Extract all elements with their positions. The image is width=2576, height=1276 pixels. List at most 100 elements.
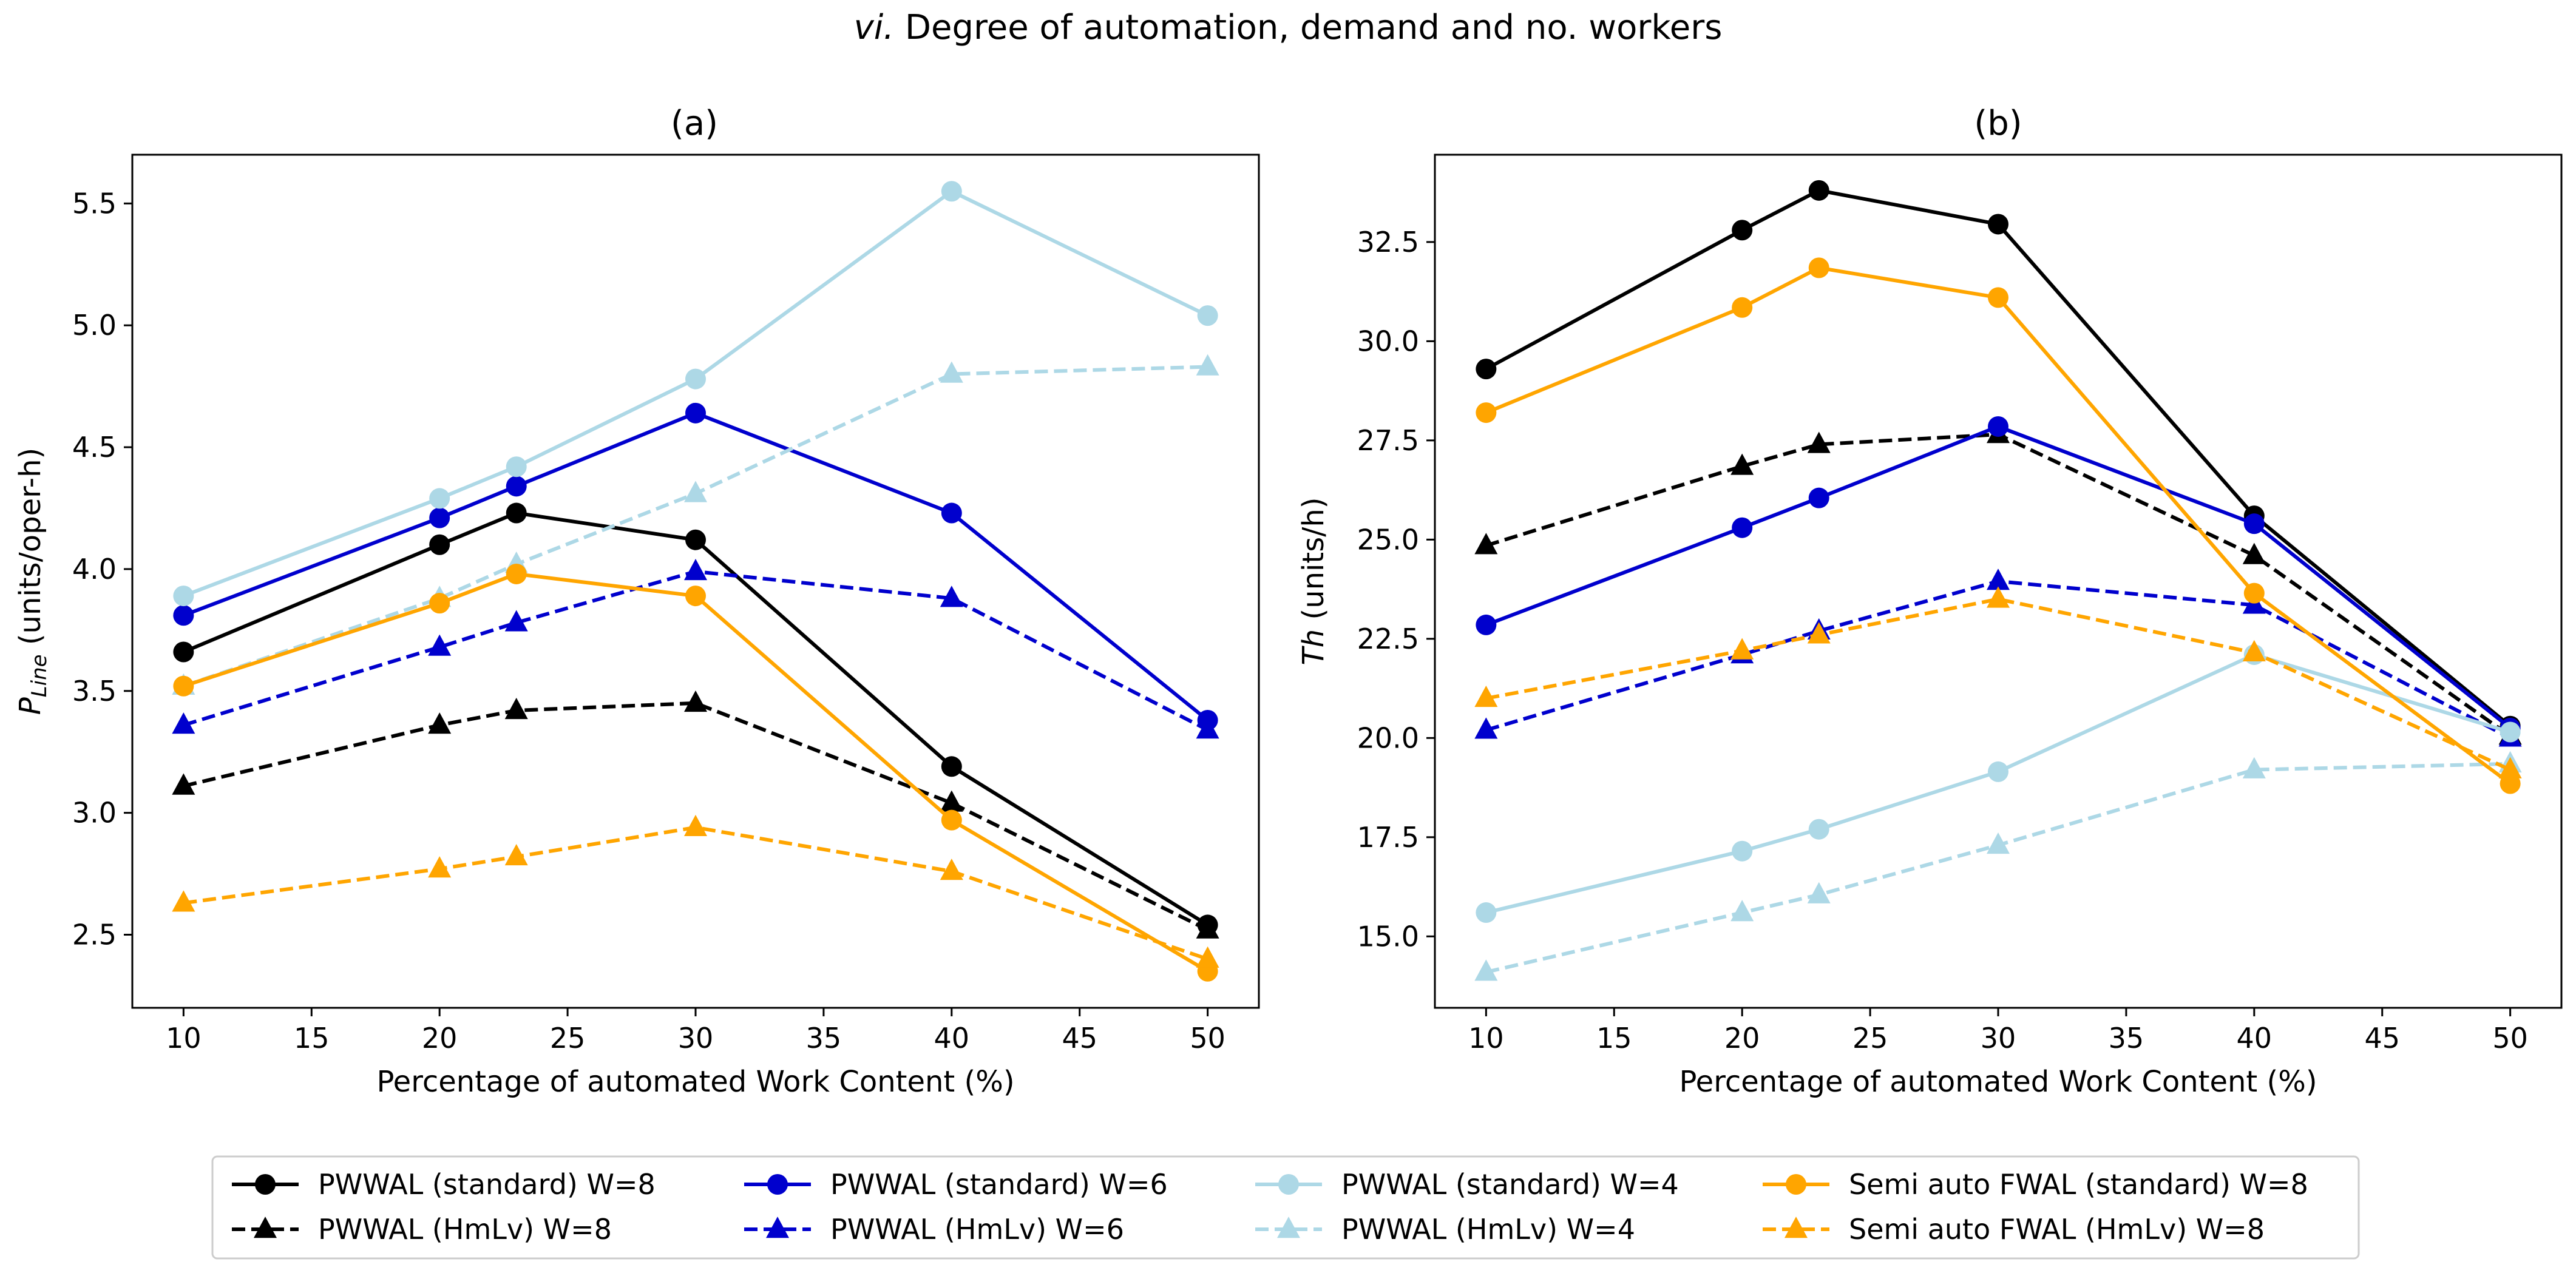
panel-a-y-axis-label-units: (units/oper-h) <box>13 448 47 655</box>
panel-b-data-point-pwwal-standard-w-4 <box>1476 902 1497 923</box>
panel-b-series-line-pwwal-hmlv-w-6 <box>1485 579 2512 740</box>
panel-b-x-tick-label: 30 <box>1981 1022 2016 1055</box>
panel-a-data-point-semi-auto-fwal-hmlv-w-8 <box>172 890 195 912</box>
panel-b-x-tick-label: 15 <box>1596 1022 1632 1055</box>
panel-b-data-point-semi-auto-fwal-hmlv-w-8 <box>1807 622 1831 644</box>
panel-b-data-point-semi-auto-fwal-standard-w-8 <box>1988 287 2008 308</box>
panel-b-data-point-pwwal-standard-w-6 <box>2243 513 2265 535</box>
panel-a-series-pwwal-standard-w-4 <box>173 181 1218 607</box>
panel-a-data-point-pwwal-standard-w-8 <box>429 534 450 555</box>
panel-a-series-line-pwwal-hmlv-w-4 <box>183 365 1208 688</box>
panel-a-data-point-semi-auto-fwal-hmlv-w-8 <box>940 859 963 880</box>
panel-b-series-line-pwwal-hmlv-w-8 <box>1485 433 2512 738</box>
panel-b-data-point-pwwal-standard-w-4 <box>2500 721 2521 743</box>
legend-marker-pwwal-standard-w-6 <box>767 1174 788 1195</box>
figure-title-prefix: vi. <box>854 8 895 47</box>
panel-a-data-point-pwwal-hmlv-w-8 <box>172 773 195 795</box>
panel-b-data-point-pwwal-hmlv-w-4 <box>1474 959 1498 981</box>
panel-b-data-point-semi-auto-fwal-hmlv-w-8 <box>2498 757 2522 778</box>
panel-a-series-semi-auto-fwal-standard-w-8 <box>173 563 1218 982</box>
legend-item-pwwal-standard-w-4: PWWAL (standard) W=4 <box>1255 1168 1679 1201</box>
panel-a-series-pwwal-hmlv-w-6 <box>172 559 1219 739</box>
panel-b-data-point-semi-auto-fwal-hmlv-w-8 <box>2242 640 2266 661</box>
panel-a: (a) 10 15 20 25 30 35 40 45 50 2.5 3.0 3.5 4.0 4.5 5.0… <box>13 104 1260 1099</box>
panel-a-data-point-pwwal-standard-w-8 <box>685 529 706 550</box>
legend-label-pwwal-hmlv-w-4: PWWAL (HmLv) W=4 <box>1341 1213 1635 1246</box>
legend-item-pwwal-hmlv-w-4: PWWAL (HmLv) W=4 <box>1255 1213 1635 1246</box>
panel-a-data-point-semi-auto-fwal-standard-w-8 <box>506 563 527 584</box>
panel-b-y-tick-label: 30.0 <box>1357 325 1419 357</box>
panel-b-series-line-semi-auto-fwal-standard-w-8 <box>1485 266 2512 785</box>
panel-b-y-tick-label: 15.0 <box>1357 920 1419 953</box>
panel-b-data-point-pwwal-hmlv-w-6 <box>1474 717 1498 739</box>
panel-b-data-point-pwwal-hmlv-w-4 <box>1807 882 1831 903</box>
panel-b-data-point-pwwal-standard-w-8 <box>1808 180 1829 201</box>
panel-b-data-point-semi-auto-fwal-hmlv-w-8 <box>1987 586 2010 608</box>
panel-a-y-tick-label: 2.5 <box>72 918 117 951</box>
panel-b: (b) 10 15 20 25 30 35 40 45 50 15.0 17.5 20.0 22.5 25… <box>1296 104 2563 1099</box>
panel-a-data-point-pwwal-hmlv-w-8 <box>1196 917 1219 939</box>
panel-a-data-point-pwwal-hmlv-w-4 <box>940 361 963 383</box>
panel-b-series-line-semi-auto-fwal-hmlv-w-8 <box>1485 597 2511 772</box>
panel-b-series-line-pwwal-hmlv-w-4 <box>1485 761 2510 974</box>
panel-a-data-point-pwwal-standard-w-6 <box>173 605 194 626</box>
panel-b-x-tick-label: 10 <box>1468 1022 1504 1055</box>
panel-b-series-line-pwwal-standard-w-4 <box>1485 652 2511 914</box>
panel-b-series-line-pwwal-standard-w-8 <box>1485 188 2512 728</box>
legend-label-pwwal-standard-w-6: PWWAL (standard) W=6 <box>830 1168 1168 1201</box>
panel-a-data-point-pwwal-hmlv-w-6 <box>684 559 707 581</box>
panel-b-x-tick-label: 35 <box>2109 1022 2144 1055</box>
panel-a-x-tick-label: 30 <box>678 1022 714 1055</box>
panel-a-series-line-pwwal-standard-w-8 <box>183 511 1209 927</box>
legend-item-pwwal-standard-w-8: PWWAL (standard) W=8 <box>232 1168 656 1201</box>
panel-a-data-point-semi-auto-fwal-standard-w-8 <box>685 586 706 607</box>
panel-b-y-axis-label-units: (units/h) <box>1296 497 1330 629</box>
panel-b-data-point-pwwal-standard-w-8 <box>1988 214 2008 235</box>
legend-label-pwwal-standard-w-8: PWWAL (standard) W=8 <box>318 1168 656 1201</box>
legend-label-pwwal-hmlv-w-6: PWWAL (HmLv) W=6 <box>830 1213 1124 1246</box>
panel-a-data-point-pwwal-standard-w-8 <box>941 756 962 777</box>
panel-b-data-point-pwwal-standard-w-6 <box>1476 614 1497 635</box>
panel-a-x-tick-label: 35 <box>806 1022 842 1055</box>
panel-a-y-axis-label-sub: Line <box>27 654 52 697</box>
panel-b-x-tick-label: 20 <box>1724 1022 1760 1055</box>
panel-a-x-tick-label: 15 <box>294 1022 330 1055</box>
legend-label-pwwal-hmlv-w-8: PWWAL (HmLv) W=8 <box>318 1213 612 1246</box>
legend-marker-pwwal-standard-w-8 <box>255 1174 276 1195</box>
panel-b-y-tick-label: 20.0 <box>1357 721 1419 754</box>
legend-label-semi-auto-fwal-hmlv-w-8: Semi auto FWAL (HmLv) W=8 <box>1849 1213 2265 1246</box>
panel-a-x-tick-label: 50 <box>1190 1022 1225 1055</box>
panel-a-series-line-pwwal-hmlv-w-8 <box>183 701 1208 932</box>
panel-a-data-point-semi-auto-fwal-hmlv-w-8 <box>1196 946 1219 968</box>
panel-a-data-point-pwwal-hmlv-w-4 <box>684 481 707 502</box>
panel-b-y-tick-label: 32.5 <box>1357 226 1419 258</box>
panel-a-series-line-pwwal-standard-w-4 <box>183 189 1208 598</box>
legend-item-pwwal-hmlv-w-6: PWWAL (HmLv) W=6 <box>744 1213 1124 1246</box>
panel-a-x-tick-label: 20 <box>422 1022 458 1055</box>
panel-a-y-tick-label: 3.0 <box>72 797 117 829</box>
panel-a-data-point-semi-auto-fwal-hmlv-w-8 <box>684 814 707 836</box>
panel-a-data-point-pwwal-hmlv-w-8 <box>940 790 963 812</box>
panel-a-y-axis-label-main: P <box>13 697 47 715</box>
panel-a-y-tick-label: 3.5 <box>72 675 117 707</box>
panel-b-data-point-pwwal-standard-w-4 <box>1988 761 2008 782</box>
panel-b-x-tick-label: 45 <box>2364 1022 2400 1055</box>
panel-b-series-line-pwwal-standard-w-6 <box>1485 424 2512 730</box>
panel-a-series-line-semi-auto-fwal-standard-w-8 <box>183 572 1209 973</box>
panel-a-data-point-pwwal-standard-w-4 <box>506 456 527 478</box>
panel-a-data-point-pwwal-hmlv-w-6 <box>1196 717 1219 739</box>
panel-a-data-point-pwwal-hmlv-w-6 <box>504 610 528 632</box>
panel-a-data-point-semi-auto-fwal-hmlv-w-8 <box>504 844 528 866</box>
panel-b-data-point-pwwal-standard-w-4 <box>1808 819 1829 840</box>
panel-a-data-point-pwwal-hmlv-w-4 <box>1196 354 1219 376</box>
panel-a-y-tick-label: 5.0 <box>72 309 117 342</box>
panel-b-y-tick-label: 27.5 <box>1357 424 1419 457</box>
panel-a-data-point-pwwal-hmlv-w-8 <box>428 712 452 734</box>
panel-a-x-tick-label: 40 <box>934 1022 970 1055</box>
panel-a-data-point-semi-auto-fwal-standard-w-8 <box>173 675 194 697</box>
panel-a-data-point-pwwal-standard-w-4 <box>685 368 706 390</box>
panel-b-data-point-semi-auto-fwal-standard-w-8 <box>1808 257 1829 278</box>
panel-a-data-point-pwwal-hmlv-w-6 <box>172 712 195 734</box>
panel-b-x-tick-label: 40 <box>2237 1022 2273 1055</box>
panel-b-data-point-pwwal-hmlv-w-4 <box>2242 757 2266 778</box>
